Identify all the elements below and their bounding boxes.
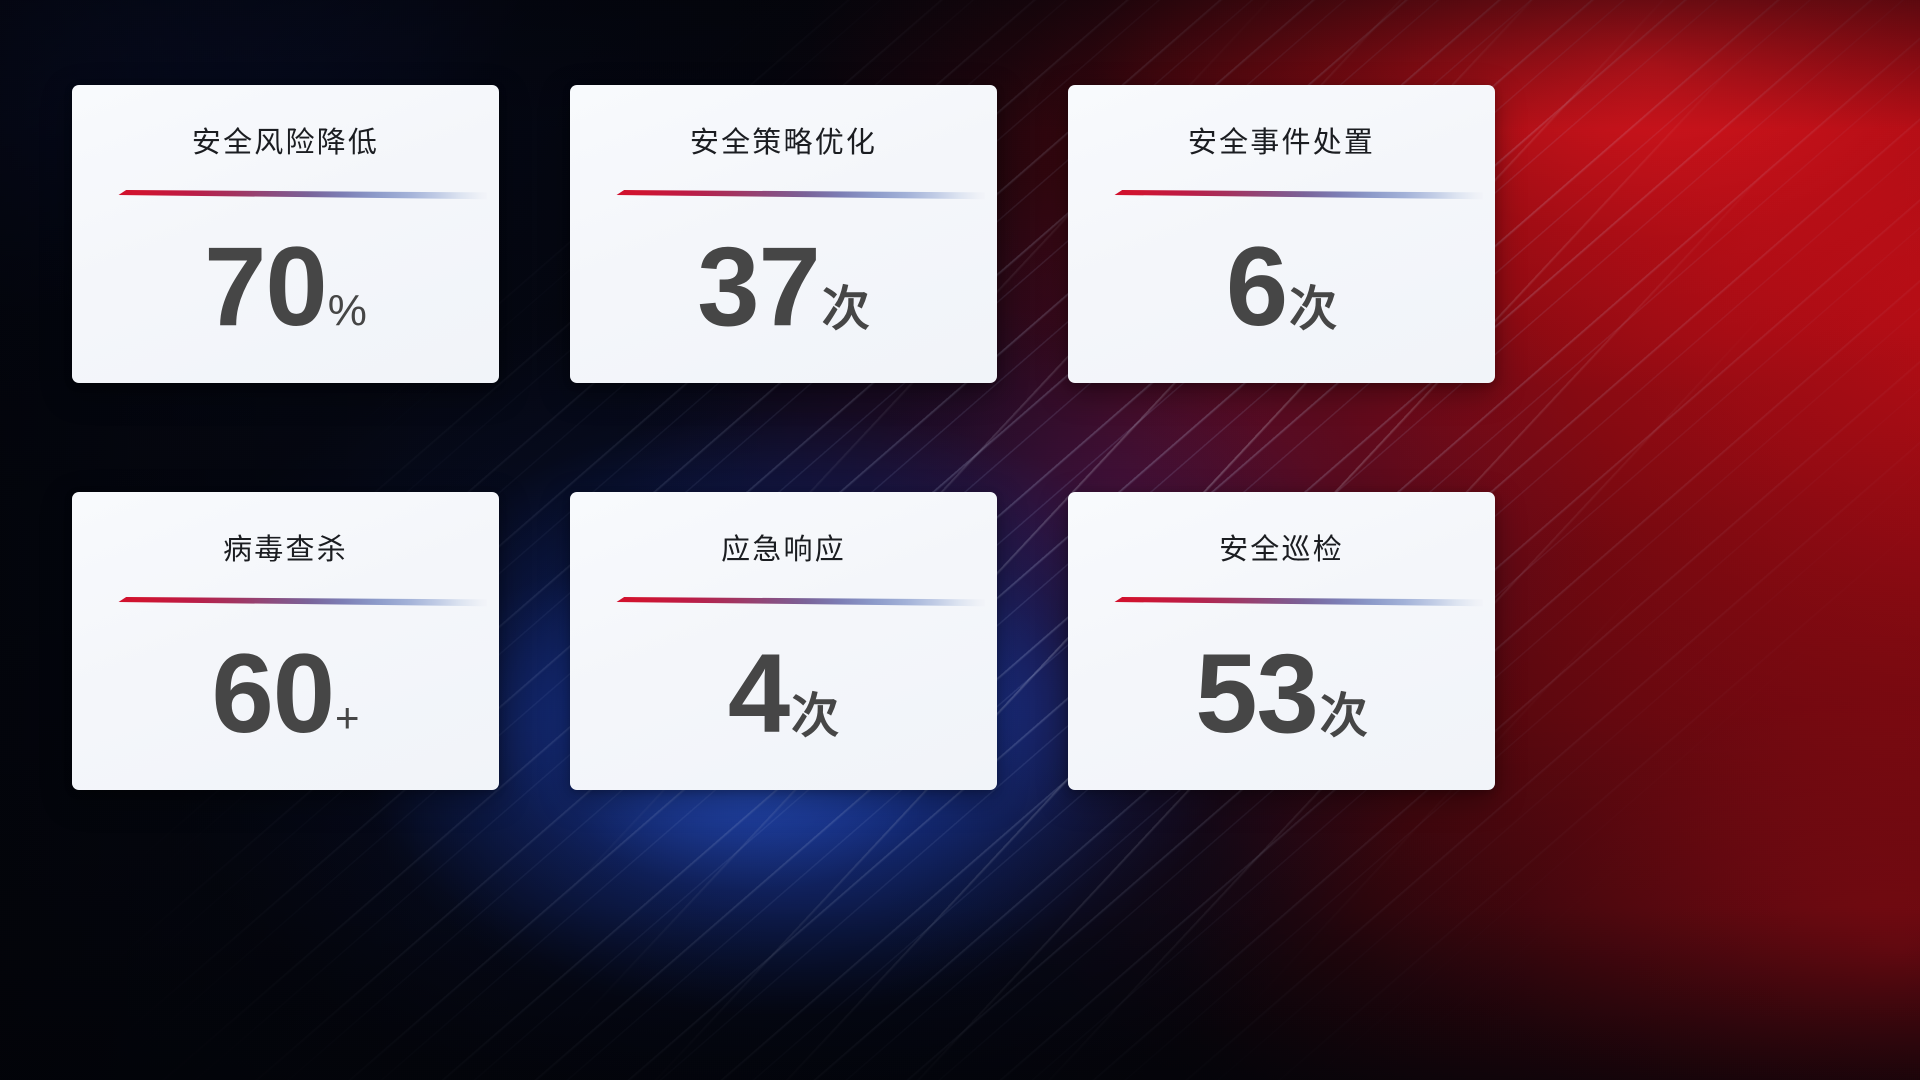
metric-card[interactable]: 安全风险降低 70 % bbox=[72, 85, 499, 383]
metric-card-rule bbox=[1068, 596, 1495, 610]
metric-value-number: 37 bbox=[697, 223, 821, 349]
metric-card-title: 安全策略优化 bbox=[689, 127, 878, 159]
metric-value-unit: 次 bbox=[821, 282, 870, 336]
metric-card-title: 应急响应 bbox=[721, 534, 846, 566]
gradient-rule-bar bbox=[118, 190, 487, 200]
metric-value-number: 4 bbox=[727, 630, 790, 756]
metric-card-grid: 安全风险降低 70 % 安全策略优化 37 次 安全事件处置 bbox=[72, 85, 1496, 790]
metric-value-number: 70 bbox=[204, 223, 328, 349]
metric-card-rule bbox=[570, 596, 997, 610]
metric-value-unit: 次 bbox=[1319, 689, 1368, 743]
metric-card[interactable]: 应急响应 4 次 bbox=[570, 492, 997, 790]
metric-card-value: 4 次 bbox=[727, 630, 840, 756]
gradient-rule-bar bbox=[1114, 597, 1483, 607]
metric-value-unit: 次 bbox=[791, 689, 840, 743]
metric-value-number: 60 bbox=[211, 630, 335, 756]
metric-card-rule bbox=[570, 189, 997, 203]
metric-card[interactable]: 安全策略优化 37 次 bbox=[570, 85, 997, 383]
metric-card-value: 37 次 bbox=[697, 223, 870, 349]
metric-card-title: 安全事件处置 bbox=[1187, 127, 1376, 159]
metric-card-value: 70 % bbox=[204, 223, 367, 349]
metric-card-value: 53 次 bbox=[1195, 630, 1368, 756]
metric-card-title: 病毒查杀 bbox=[223, 534, 348, 566]
metric-card-rule bbox=[1068, 189, 1495, 203]
metric-card[interactable]: 安全事件处置 6 次 bbox=[1068, 85, 1495, 383]
metric-value-number: 53 bbox=[1195, 630, 1319, 756]
gradient-rule-bar bbox=[616, 190, 985, 200]
metric-card[interactable]: 病毒查杀 60 + bbox=[72, 492, 499, 790]
metric-card-title: 安全巡检 bbox=[1219, 534, 1344, 566]
metric-value-number: 6 bbox=[1225, 223, 1288, 349]
metric-card-title: 安全风险降低 bbox=[191, 127, 380, 159]
gradient-rule-bar bbox=[1114, 190, 1483, 200]
metric-card-value: 6 次 bbox=[1225, 223, 1338, 349]
metric-value-unit: % bbox=[327, 285, 367, 335]
metric-value-unit: + bbox=[335, 693, 360, 741]
metric-card-rule bbox=[72, 596, 499, 610]
gradient-rule-bar bbox=[118, 597, 487, 607]
metric-card-value: 60 + bbox=[211, 630, 360, 756]
gradient-rule-bar bbox=[616, 597, 985, 607]
metric-card[interactable]: 安全巡检 53 次 bbox=[1068, 492, 1495, 790]
metric-value-unit: 次 bbox=[1289, 282, 1338, 336]
metric-card-rule bbox=[72, 189, 499, 203]
